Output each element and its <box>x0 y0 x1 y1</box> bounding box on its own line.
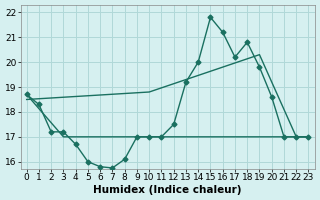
X-axis label: Humidex (Indice chaleur): Humidex (Indice chaleur) <box>93 185 242 195</box>
